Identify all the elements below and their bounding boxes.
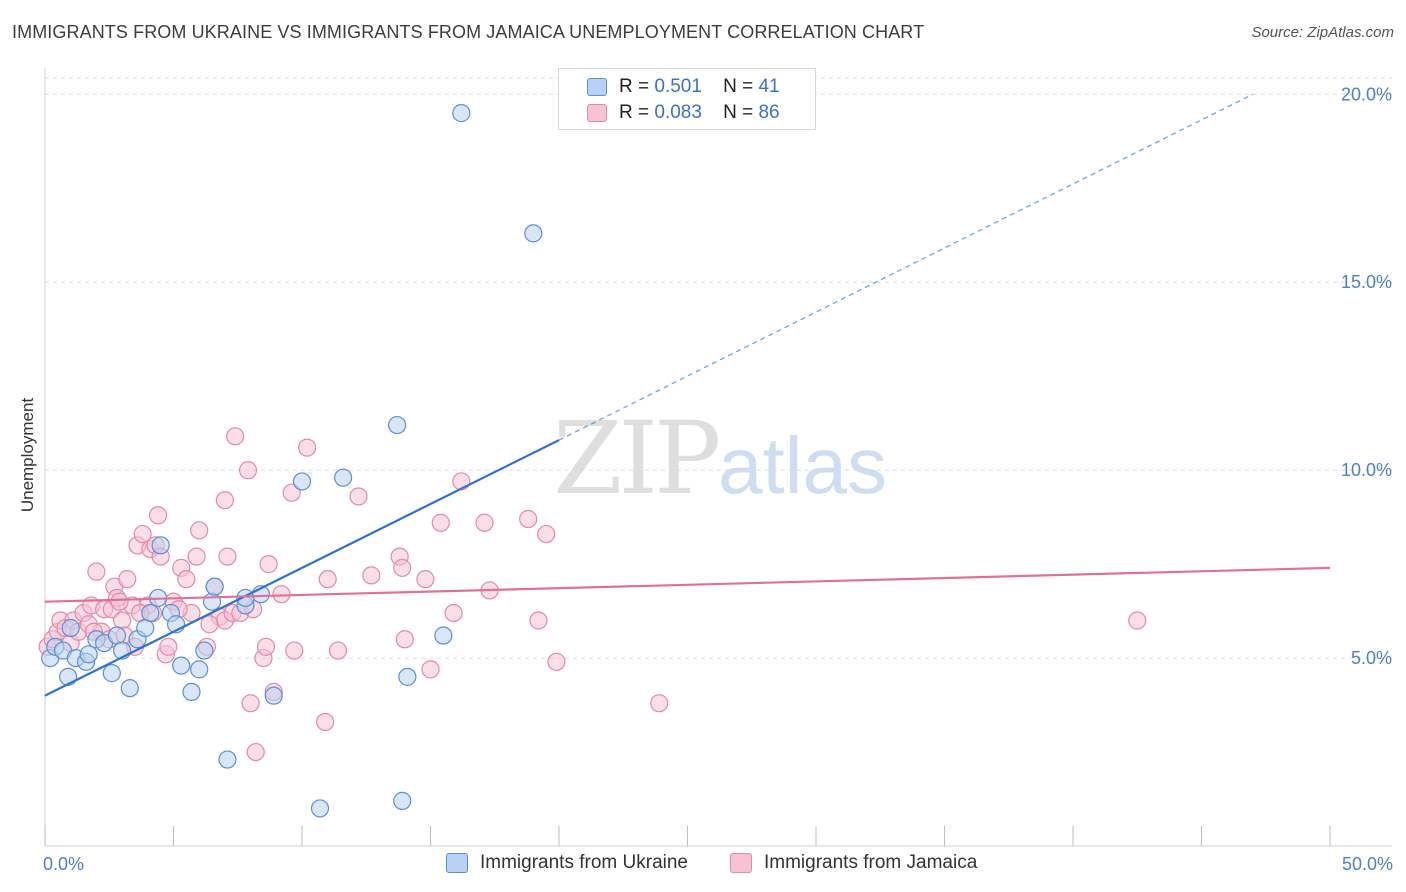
y-tick-label: 15.0% bbox=[1341, 272, 1392, 292]
x-tick-label: 50.0% bbox=[1342, 854, 1393, 874]
jamaica-point bbox=[328, 641, 348, 660]
jamaica-point bbox=[259, 555, 278, 574]
jamaica-point bbox=[177, 570, 196, 589]
jamaica-point bbox=[537, 524, 556, 544]
jamaica-point bbox=[159, 637, 178, 656]
jamaica-point bbox=[238, 461, 258, 480]
ukraine-point bbox=[79, 645, 98, 664]
ukraine-point bbox=[434, 626, 453, 645]
ukraine-point bbox=[387, 415, 407, 435]
ukraine-point bbox=[120, 679, 139, 698]
jamaica-point bbox=[519, 509, 538, 529]
ukraine-trendline bbox=[44, 439, 560, 697]
jamaica-point bbox=[316, 712, 335, 732]
jamaica-point bbox=[110, 592, 129, 611]
ukraine-point bbox=[107, 626, 127, 645]
jamaica-point bbox=[452, 472, 471, 491]
ukraine-point bbox=[102, 664, 121, 683]
legend-ukraine-swatch bbox=[446, 853, 468, 873]
watermark-zip: ZIP bbox=[553, 400, 721, 517]
ukraine-n-label: N = bbox=[723, 76, 754, 97]
ukraine-point bbox=[452, 104, 471, 123]
jamaica-point bbox=[118, 570, 137, 589]
ukraine-swatch bbox=[587, 78, 607, 96]
ukraine-point bbox=[151, 536, 170, 555]
watermark-atlas: atlas bbox=[718, 421, 887, 510]
ukraine-point bbox=[202, 592, 222, 611]
ukraine-point bbox=[136, 618, 155, 638]
jamaica-point bbox=[148, 506, 168, 525]
ukraine-point bbox=[182, 682, 201, 702]
jamaica-point bbox=[282, 483, 301, 502]
ukraine-point bbox=[205, 577, 224, 596]
jamaica-point bbox=[241, 694, 260, 713]
stats-legend: R = 0.501 N = 41 R = 0.083 N = 86 bbox=[558, 68, 816, 130]
x-tick-label: 0.0% bbox=[43, 854, 84, 874]
jamaica-point bbox=[256, 637, 276, 656]
ukraine-point bbox=[264, 686, 283, 705]
ukraine-point bbox=[310, 799, 330, 818]
jamaica-point bbox=[318, 570, 337, 589]
ukraine-r-label: R = bbox=[619, 76, 650, 97]
ukraine-point bbox=[218, 750, 237, 769]
y-tick-label: 5.0% bbox=[1351, 648, 1392, 668]
jamaica-point bbox=[431, 513, 450, 532]
jamaica-point bbox=[200, 615, 219, 634]
jamaica-point bbox=[87, 562, 106, 581]
ukraine-point bbox=[141, 603, 160, 623]
legend-ukraine-label: Immigrants from Ukraine bbox=[480, 852, 688, 873]
jamaica-point bbox=[475, 513, 494, 532]
jamaica-point bbox=[416, 570, 435, 589]
jamaica-point bbox=[349, 487, 368, 506]
jamaica-point bbox=[272, 585, 291, 604]
ukraine-point bbox=[393, 791, 412, 810]
legend-jamaica-swatch bbox=[730, 853, 752, 873]
jamaica-point bbox=[362, 566, 381, 585]
ukraine-r-value: 0.501 bbox=[654, 76, 702, 97]
ukraine-point bbox=[524, 224, 543, 243]
jamaica-point bbox=[246, 742, 265, 762]
jamaica-point bbox=[1128, 611, 1147, 630]
ukraine-point bbox=[292, 472, 312, 491]
jamaica-swatch bbox=[587, 104, 607, 122]
y-tick-label: 20.0% bbox=[1341, 84, 1392, 104]
ukraine-n-value: 41 bbox=[758, 76, 780, 97]
ukraine-point bbox=[195, 641, 214, 660]
jamaica-point bbox=[529, 611, 548, 630]
jamaica-point bbox=[395, 630, 414, 649]
jamaica-point bbox=[215, 491, 234, 510]
jamaica-r-label: R = bbox=[619, 102, 650, 123]
jamaica-point bbox=[421, 660, 440, 679]
jamaica-point bbox=[133, 524, 152, 544]
jamaica-point bbox=[285, 641, 304, 660]
jamaica-point bbox=[444, 603, 463, 623]
jamaica-point bbox=[393, 558, 412, 577]
jamaica-point bbox=[190, 521, 209, 540]
ukraine-point bbox=[398, 667, 417, 686]
y-tick-label: 10.0% bbox=[1341, 460, 1392, 480]
ukraine-point bbox=[61, 618, 80, 638]
source-label: Source: ZipAtlas.com bbox=[1251, 24, 1394, 41]
jamaica-point bbox=[218, 547, 237, 566]
legend-jamaica-label: Immigrants from Jamaica bbox=[764, 852, 978, 873]
ukraine-point bbox=[190, 660, 209, 679]
ukraine-trendline-extension bbox=[558, 93, 1254, 441]
chart-title: IMMIGRANTS FROM UKRAINE VS IMMIGRANTS FR… bbox=[12, 22, 925, 42]
jamaica-trendline bbox=[44, 566, 1331, 603]
ukraine-point bbox=[334, 468, 353, 487]
jamaica-point bbox=[547, 652, 566, 671]
jamaica-point bbox=[298, 438, 317, 457]
ukraine-point bbox=[172, 656, 191, 675]
jamaica-point bbox=[650, 694, 669, 713]
jamaica-r-value: 0.083 bbox=[654, 102, 702, 123]
jamaica-n-value: 86 bbox=[758, 102, 780, 123]
jamaica-point bbox=[226, 427, 245, 446]
jamaica-point bbox=[187, 547, 206, 566]
ukraine-point bbox=[59, 667, 78, 686]
jamaica-point bbox=[112, 611, 132, 630]
jamaica-n-label: N = bbox=[723, 102, 754, 123]
